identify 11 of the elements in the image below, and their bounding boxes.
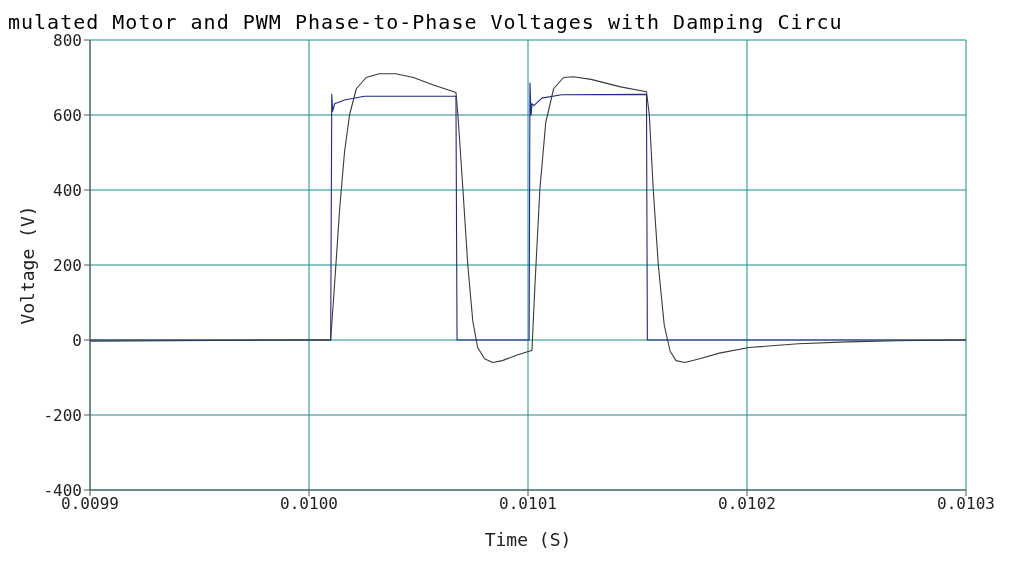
x-tick-label: 0.0100	[280, 494, 338, 514]
y-tick-label: 400	[53, 180, 82, 200]
y-tick-label: 200	[53, 255, 82, 275]
y-axis-title: Voltage (V)	[17, 205, 39, 325]
y-tick-label: 0	[72, 330, 82, 350]
x-tick-label: 0.0102	[718, 494, 776, 514]
x-axis-title: Time (S)	[484, 529, 572, 550]
y-tick-label: 600	[53, 105, 82, 125]
y-tick-label: -200	[43, 405, 82, 425]
x-tick-label: 0.0103	[937, 494, 995, 514]
x-tick-label: 0.0101	[499, 494, 557, 514]
